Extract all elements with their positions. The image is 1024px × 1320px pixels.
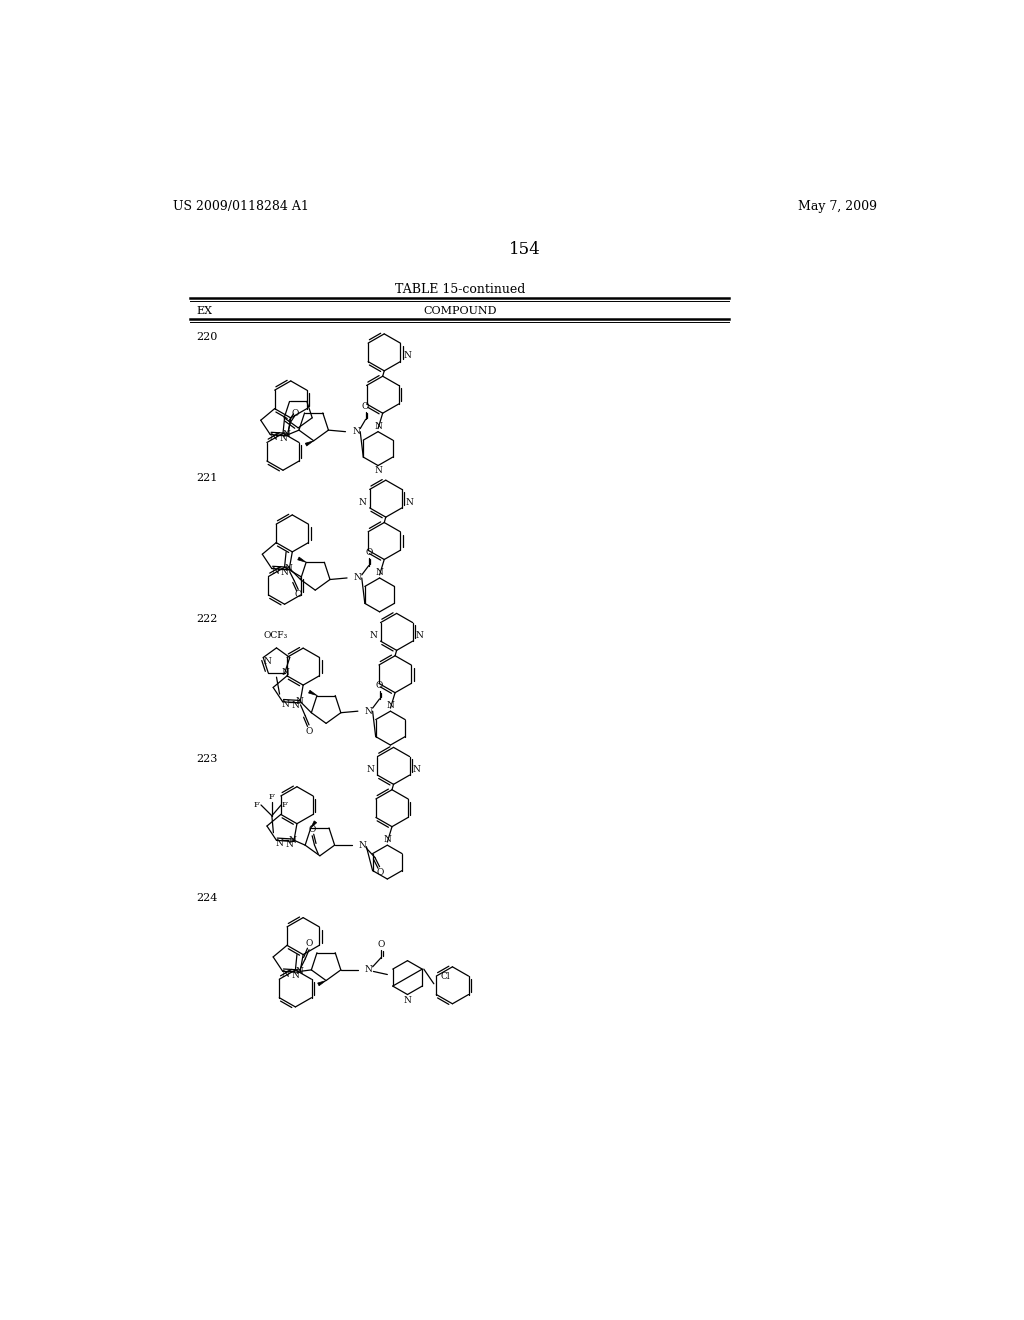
Text: F: F: [282, 801, 287, 809]
Text: 222: 222: [197, 614, 217, 624]
Text: O: O: [305, 726, 312, 735]
Text: N: N: [406, 498, 413, 507]
Text: N: N: [279, 434, 287, 444]
Text: N: N: [370, 631, 377, 640]
Text: O: O: [295, 590, 302, 599]
Text: F: F: [269, 792, 274, 800]
Text: 223: 223: [197, 754, 217, 764]
Text: N: N: [289, 836, 297, 845]
Text: N: N: [295, 697, 303, 706]
Text: N: N: [374, 466, 382, 475]
Text: May 7, 2009: May 7, 2009: [798, 199, 877, 213]
Polygon shape: [308, 690, 317, 696]
Text: N: N: [358, 498, 367, 507]
Text: F: F: [253, 801, 259, 809]
Text: N: N: [295, 966, 303, 975]
Text: EX: EX: [197, 306, 212, 315]
Text: N: N: [365, 706, 373, 715]
Text: N: N: [352, 428, 360, 436]
Text: O: O: [308, 825, 315, 834]
Text: N: N: [292, 972, 299, 979]
Text: N: N: [282, 668, 290, 677]
Text: N: N: [367, 766, 374, 775]
Text: Cl: Cl: [440, 972, 451, 981]
Text: N: N: [281, 568, 289, 577]
Text: N: N: [386, 701, 394, 710]
Text: N: N: [283, 430, 291, 440]
Text: 224: 224: [197, 892, 217, 903]
Text: 220: 220: [197, 333, 217, 342]
Text: N: N: [413, 766, 421, 775]
Text: N: N: [286, 840, 293, 849]
Polygon shape: [317, 981, 326, 986]
Polygon shape: [298, 557, 306, 562]
Text: O: O: [292, 409, 299, 418]
Text: N: N: [292, 701, 299, 710]
Text: O: O: [361, 401, 370, 411]
Polygon shape: [305, 441, 313, 446]
Text: N: N: [376, 568, 384, 577]
Text: N: N: [403, 351, 412, 360]
Text: N: N: [263, 657, 271, 667]
Polygon shape: [311, 821, 316, 828]
Text: N: N: [275, 840, 284, 847]
Text: N: N: [354, 573, 361, 582]
Text: O: O: [305, 939, 312, 948]
Text: N: N: [269, 433, 278, 442]
Text: N: N: [271, 568, 279, 576]
Text: N: N: [416, 631, 424, 640]
Text: N: N: [358, 841, 367, 850]
Text: N: N: [285, 564, 292, 573]
Text: COMPOUND: COMPOUND: [423, 306, 497, 315]
Text: 221: 221: [197, 473, 217, 483]
Text: US 2009/0118284 A1: US 2009/0118284 A1: [173, 199, 309, 213]
Text: O: O: [376, 681, 383, 690]
Text: OCF₃: OCF₃: [263, 631, 288, 639]
Text: TABLE 15-continued: TABLE 15-continued: [394, 282, 525, 296]
Text: N: N: [383, 836, 391, 845]
Text: O: O: [378, 940, 385, 949]
Text: O: O: [365, 548, 373, 557]
Text: N: N: [282, 970, 290, 979]
Text: N: N: [282, 701, 290, 709]
Text: 154: 154: [509, 240, 541, 257]
Text: O: O: [377, 869, 384, 878]
Text: N: N: [365, 965, 373, 974]
Text: N: N: [374, 422, 382, 430]
Text: N: N: [403, 997, 412, 1006]
